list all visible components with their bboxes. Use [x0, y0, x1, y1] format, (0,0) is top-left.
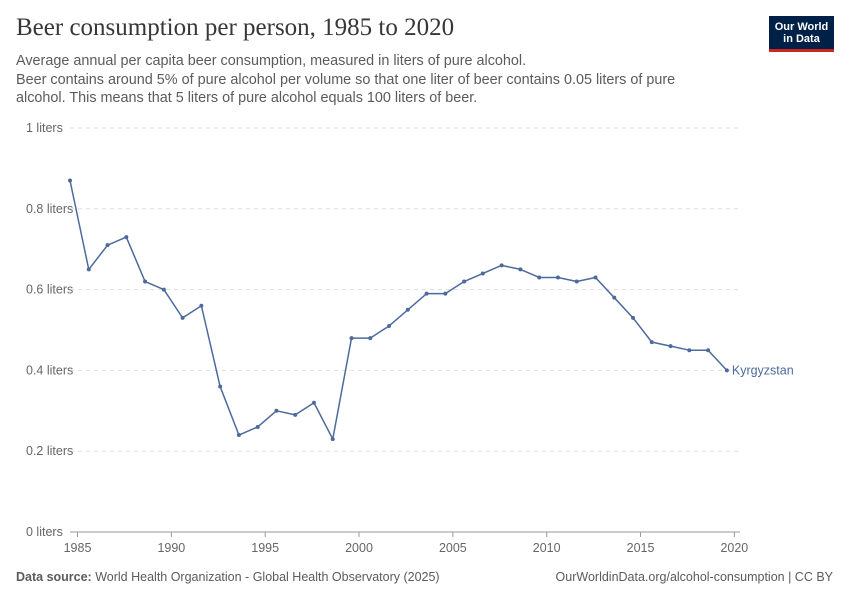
subtitle-line-2: Beer contains around 5% of pure alcohol …: [16, 71, 676, 107]
data-point[interactable]: [236, 433, 241, 438]
y-tick-label: 0.6 liters: [26, 283, 73, 297]
y-tick-label: 0.8 liters: [26, 202, 73, 216]
series-layer: Kyrgyzstan: [68, 178, 794, 442]
subtitle-line-1: Average annual per capita beer consumpti…: [16, 53, 527, 69]
data-point[interactable]: [706, 348, 711, 353]
data-point[interactable]: [255, 424, 260, 429]
data-source-label: Data source:: [16, 570, 92, 584]
data-point[interactable]: [649, 340, 654, 345]
data-point[interactable]: [293, 412, 298, 417]
data-point[interactable]: [668, 344, 673, 349]
data-point[interactable]: [462, 279, 467, 284]
x-tick-label: 2010: [533, 541, 561, 555]
data-source: Data source: World Health Organization -…: [16, 570, 440, 584]
logo-line-1: Our World: [774, 21, 829, 33]
data-source-text: World Health Organization - Global Healt…: [95, 570, 440, 584]
y-tick-label: 1 liters: [26, 121, 63, 135]
data-point[interactable]: [68, 178, 72, 183]
x-tick-label: 2020: [720, 541, 748, 555]
data-point[interactable]: [86, 267, 91, 272]
data-point[interactable]: [537, 275, 542, 280]
data-point[interactable]: [574, 279, 579, 284]
x-tick-label: 2000: [345, 541, 373, 555]
grid-layer: [70, 127, 740, 452]
data-point[interactable]: [631, 315, 636, 320]
data-point[interactable]: [480, 271, 485, 276]
data-point[interactable]: [368, 336, 373, 341]
x-tick-label: 2015: [627, 541, 655, 555]
axis-layer: 0 liters 0.2 liters 0.4 liters 0.6 liters 0.…: [26, 121, 748, 555]
data-point[interactable]: [687, 348, 692, 353]
data-point[interactable]: [612, 295, 617, 300]
data-point[interactable]: [443, 291, 448, 296]
owid-logo[interactable]: Our World in Data: [769, 16, 834, 52]
x-tick-label: 1995: [251, 541, 279, 555]
data-point[interactable]: [143, 279, 148, 284]
data-point[interactable]: [105, 243, 110, 248]
footer-url[interactable]: OurWorldinData.org/alcohol-consumption |…: [555, 570, 833, 584]
data-point[interactable]: [124, 235, 129, 240]
x-tick-label: 1985: [64, 541, 92, 555]
logo-line-2: in Data: [783, 33, 820, 45]
series-line: [69, 180, 728, 440]
chart-title: Beer consumption per person, 1985 to 202…: [16, 14, 455, 41]
data-point[interactable]: [387, 323, 392, 328]
chart-subtitle: Average annual per capita beer consumpti…: [16, 52, 716, 108]
data-point[interactable]: [199, 303, 204, 308]
data-point[interactable]: [724, 368, 729, 373]
data-point[interactable]: [161, 287, 166, 292]
y-tick-label: 0.4 liters: [26, 363, 73, 377]
x-tick-label: 1990: [157, 541, 185, 555]
y-tick-label: 0 liters: [26, 525, 63, 539]
data-point[interactable]: [593, 275, 598, 280]
data-point[interactable]: [218, 384, 223, 389]
data-point[interactable]: [405, 307, 410, 312]
data-point[interactable]: [274, 408, 279, 413]
data-point[interactable]: [311, 400, 316, 405]
data-point[interactable]: [424, 291, 429, 296]
data-point[interactable]: [518, 267, 523, 272]
y-tick-label: 0.2 liters: [26, 444, 73, 458]
data-point[interactable]: [499, 263, 504, 268]
data-point[interactable]: [330, 437, 335, 442]
series-label: Kyrgyzstan: [732, 363, 794, 377]
data-point[interactable]: [349, 336, 354, 341]
data-point[interactable]: [180, 315, 185, 320]
data-point[interactable]: [555, 275, 560, 280]
x-tick-label: 2005: [439, 541, 467, 555]
